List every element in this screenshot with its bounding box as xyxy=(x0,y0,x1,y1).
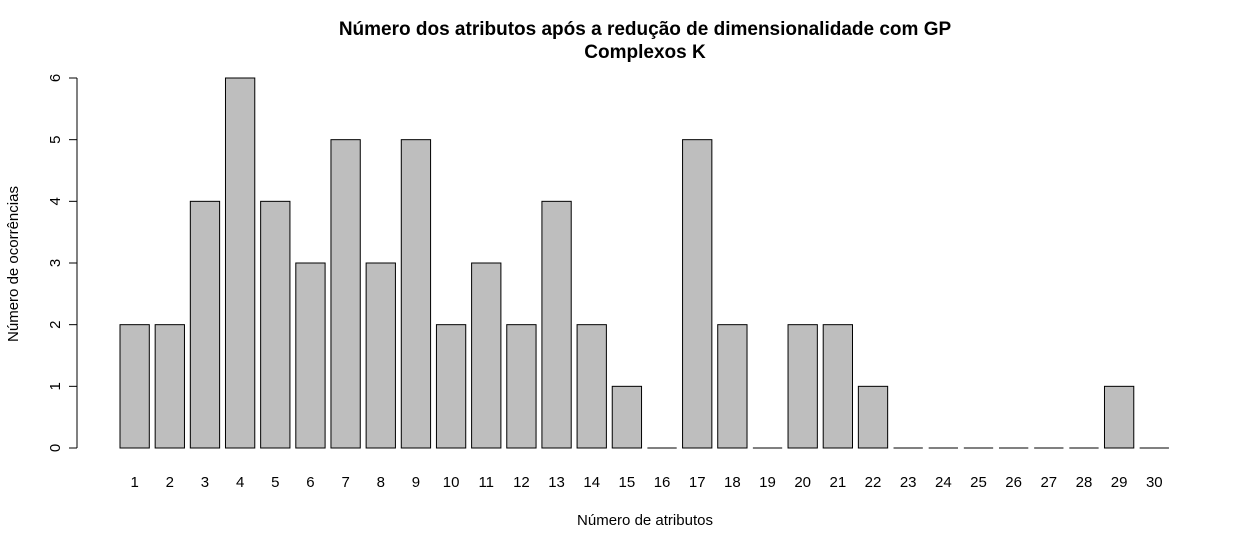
bar-17 xyxy=(682,139,713,449)
x-tick-label: 12 xyxy=(513,474,530,491)
bar-5 xyxy=(260,200,291,449)
y-tick-label: 1 xyxy=(47,382,64,390)
x-tick-label: 24 xyxy=(935,474,952,491)
y-tick-label: 4 xyxy=(47,197,64,205)
x-tick-label: 9 xyxy=(412,474,420,491)
y-axis: 0 1 2 3 4 5 6 xyxy=(47,74,78,452)
x-tick-label: 14 xyxy=(583,474,600,491)
bar-1 xyxy=(119,324,150,449)
bar-3 xyxy=(189,200,221,449)
x-axis-label: Número de atributos xyxy=(577,512,713,529)
bar-12 xyxy=(506,324,537,449)
bars-group xyxy=(119,77,1169,449)
bar-15 xyxy=(611,385,643,449)
bar-18 xyxy=(717,324,748,449)
x-tick-label: 17 xyxy=(689,474,706,491)
x-tick-label: 10 xyxy=(443,474,460,491)
x-tick-label: 30 xyxy=(1146,474,1163,491)
x-tick-label: 21 xyxy=(830,474,847,491)
y-tick-label: 2 xyxy=(47,320,64,328)
x-tick-label: 3 xyxy=(201,474,209,491)
bar-21 xyxy=(822,324,854,449)
x-tick-label: 15 xyxy=(619,474,636,491)
chart-subtitle: Complexos K xyxy=(584,42,706,63)
x-tick-label: 13 xyxy=(548,474,565,491)
bar-8 xyxy=(365,262,396,449)
bar-29 xyxy=(1103,385,1135,449)
bar-11 xyxy=(471,262,502,449)
x-tick-label: 5 xyxy=(271,474,279,491)
y-tick-label: 5 xyxy=(47,135,64,143)
bar-7 xyxy=(330,139,361,449)
bar-22 xyxy=(857,385,889,449)
x-tick-label: 20 xyxy=(794,474,811,491)
bar-14 xyxy=(576,324,607,449)
x-tick-label: 16 xyxy=(654,474,671,491)
x-tick-label: 7 xyxy=(341,474,349,491)
x-tick-label: 4 xyxy=(236,474,244,491)
bar-10 xyxy=(435,324,467,449)
y-tick-label: 3 xyxy=(47,259,64,267)
y-axis-label: Número de ocorrências xyxy=(5,186,22,342)
x-tick-label: 26 xyxy=(1005,474,1022,491)
bar-20 xyxy=(787,324,818,449)
bar-6 xyxy=(295,262,326,449)
x-tick-label: 19 xyxy=(759,474,776,491)
x-tick-label: 22 xyxy=(865,474,882,491)
x-tick-label: 1 xyxy=(130,474,138,491)
bar-9 xyxy=(400,139,432,449)
x-tick-label: 28 xyxy=(1076,474,1093,491)
x-tick-label: 27 xyxy=(1040,474,1057,491)
x-tick-label: 6 xyxy=(306,474,314,491)
x-tick-label: 23 xyxy=(900,474,917,491)
x-tick-label: 18 xyxy=(724,474,741,491)
chart-title: Número dos atributos após a redução de d… xyxy=(339,19,952,40)
x-tick-label: 11 xyxy=(478,474,494,491)
bar-13 xyxy=(541,200,572,449)
x-tick-label: 29 xyxy=(1111,474,1128,491)
x-tick-label: 25 xyxy=(970,474,987,491)
y-tick-label: 6 xyxy=(47,74,64,82)
bar-2 xyxy=(154,324,185,449)
x-tick-labels: 1 2 3 4 5 6 7 8 9 10 11 12 13 14 15 16 17 18 19 20 21 22 23 24 2… xyxy=(130,474,1162,491)
x-tick-label: 2 xyxy=(166,474,174,491)
y-tick-label: 0 xyxy=(47,444,64,452)
bar-4 xyxy=(224,77,256,449)
x-tick-label: 8 xyxy=(377,474,385,491)
